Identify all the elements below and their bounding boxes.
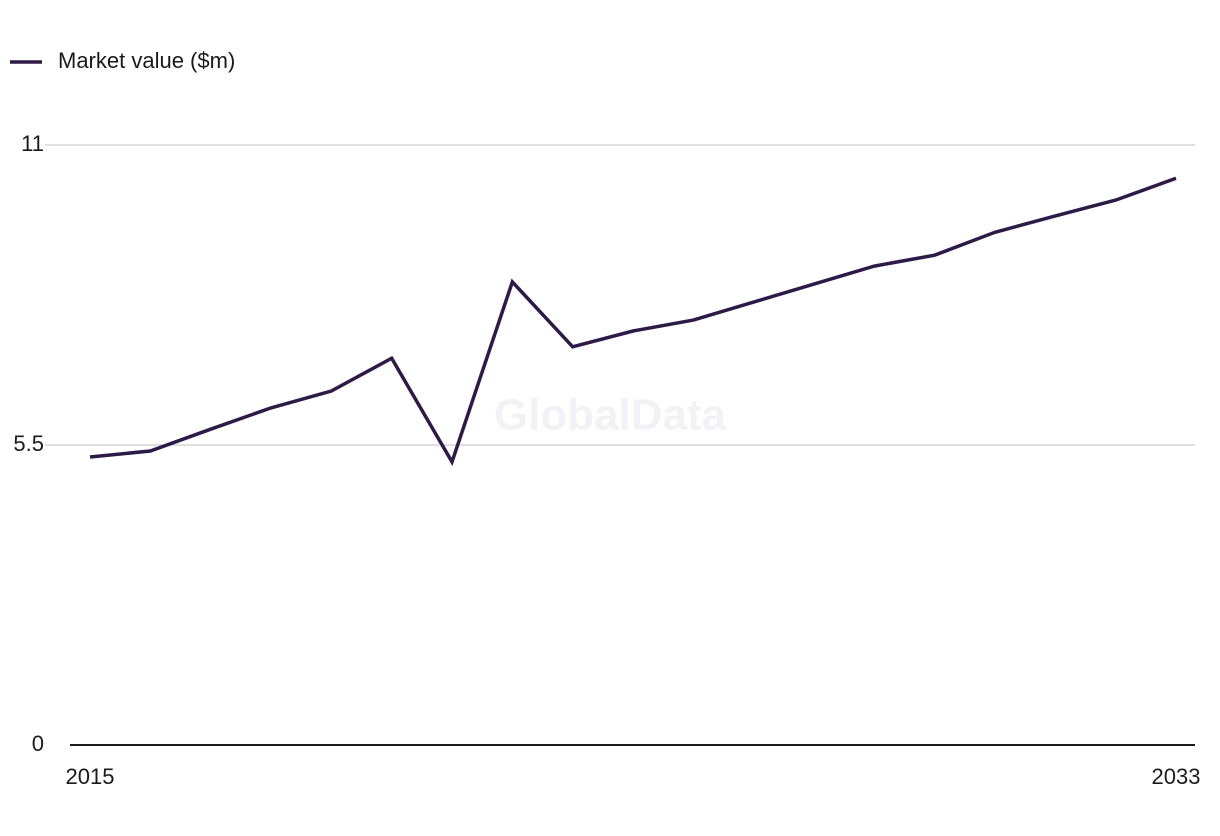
line	[89, 176, 1177, 467]
x-tick-label: 2015	[66, 764, 115, 789]
x-tick-label: 2033	[1152, 764, 1201, 789]
y-tick-label: 5.5	[13, 431, 44, 456]
legend-label: Market value ($m)	[58, 48, 235, 73]
y-tick-label: 11	[21, 131, 44, 156]
watermark: GlobalData	[494, 391, 727, 440]
y-tick-label: 0	[32, 731, 44, 756]
